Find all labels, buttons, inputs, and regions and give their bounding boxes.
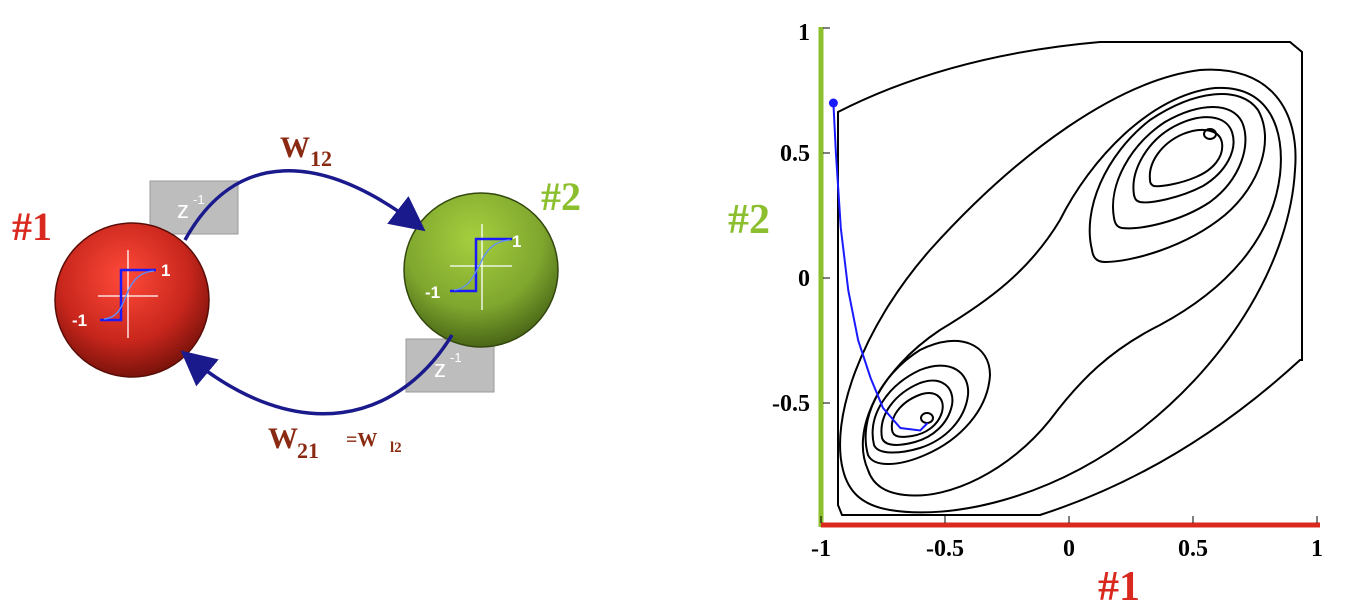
x-axis-label: #1 <box>1098 564 1140 610</box>
activation-neg-label-1: -1 <box>72 311 87 330</box>
activation-pos-label-2: 1 <box>512 232 521 251</box>
contour-low-4 <box>890 392 944 438</box>
contour-low-min <box>920 412 934 424</box>
neuron-2-label: #2 <box>541 174 581 219</box>
delay-exponent-2: -1 <box>450 350 462 365</box>
trajectory-line <box>832 102 929 432</box>
activation-neg-label-2: -1 <box>425 283 440 302</box>
x-tick-label: 0 <box>1063 536 1075 562</box>
neuron-1-label: #1 <box>12 204 52 249</box>
energy-contours <box>837 41 1303 516</box>
contour-up-1 <box>1088 93 1266 264</box>
contour-low-1 <box>864 340 992 465</box>
contour-up-2 <box>1112 106 1247 230</box>
weight-12-base: W <box>280 131 310 164</box>
weight-21-sub: 21 <box>297 438 319 463</box>
delay-label-2: z <box>434 356 446 383</box>
y-tick-label: 0 <box>798 266 810 292</box>
x-tick-label: -1 <box>811 536 831 562</box>
contour-level-2 <box>839 68 1297 514</box>
delay-label-1: z <box>177 197 189 224</box>
contour-outer <box>837 41 1303 516</box>
weight-21-eq-sub: l2 <box>390 440 402 456</box>
y-tick-labels: 1 0.5 0 -0.5 <box>772 20 830 417</box>
activation-pos-label-1: 1 <box>161 261 170 280</box>
x-tick-label: 1 <box>1311 536 1323 562</box>
y-axis-label: #2 <box>728 197 770 243</box>
y-tick-label: 1 <box>798 20 810 46</box>
weight-21-base: W <box>268 422 298 455</box>
weight-12-arrow <box>183 169 426 241</box>
neuron-2: 1 -1 <box>403 192 559 348</box>
trajectory-start-point <box>828 98 838 108</box>
activation-function-1 <box>98 250 158 338</box>
neuron-1: 1 -1 <box>54 222 210 378</box>
x-tick-label: 0.5 <box>1178 536 1208 562</box>
weight-12-sub: 12 <box>310 146 332 171</box>
contour-low-2 <box>871 364 970 454</box>
delay-exponent-1: -1 <box>193 192 205 207</box>
activation-function-2 <box>450 224 512 310</box>
y-tick-label: -0.5 <box>772 391 810 417</box>
y-tick-label: 0.5 <box>780 141 810 167</box>
weight-21-arrow <box>180 334 454 416</box>
x-tick-labels: -1 -0.5 0 0.5 1 <box>811 516 1323 562</box>
contour-up-3 <box>1132 116 1235 204</box>
contour-up-4 <box>1148 128 1224 188</box>
contour-up-min <box>1203 128 1217 140</box>
x-tick-label: -0.5 <box>926 536 964 562</box>
contour-level-3 <box>861 86 1282 497</box>
weight-21-eq: =W <box>346 429 377 451</box>
phase-plot: -1 -0.5 0 0.5 1 1 0.5 0 -0.5 #1 #2 <box>728 20 1323 610</box>
contour-low-3 <box>880 379 954 446</box>
network-diagram: z -1 z -1 1 -1 <box>12 131 581 463</box>
